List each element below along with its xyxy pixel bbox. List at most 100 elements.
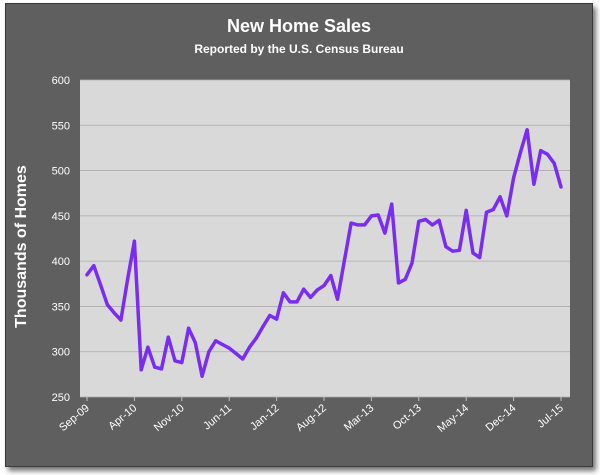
data-point	[457, 248, 462, 252]
data-point	[363, 223, 367, 227]
data-point	[295, 300, 299, 304]
x-tick-label: May-14	[435, 402, 471, 435]
data-point	[511, 176, 516, 180]
data-point	[173, 359, 177, 363]
data-point	[153, 365, 157, 369]
gridlines	[80, 79, 570, 398]
data-point	[98, 283, 103, 287]
y-tick-label: 600	[52, 75, 70, 87]
data-point	[539, 149, 543, 153]
data-point	[417, 219, 421, 223]
data-point	[349, 221, 353, 225]
data-point	[166, 335, 170, 339]
data-point	[356, 223, 360, 227]
y-axis-label: Thousands of Homes	[13, 165, 30, 328]
x-tick-label: Apr-10	[106, 402, 139, 432]
data-point	[112, 311, 116, 315]
data-point	[376, 213, 380, 217]
data-point	[227, 346, 231, 350]
data-point	[186, 326, 191, 330]
x-tick-marks	[86, 397, 562, 401]
y-tick-label: 350	[52, 301, 70, 313]
data-point	[234, 351, 238, 356]
data-point	[119, 318, 123, 322]
x-tick-label: Oct-13	[391, 402, 424, 432]
data-point	[322, 283, 326, 288]
data-point	[247, 345, 252, 349]
x-tick-label: Jun-11	[201, 402, 234, 432]
data-point	[396, 281, 401, 285]
data-point	[390, 202, 394, 206]
data-point	[498, 195, 502, 199]
data-point	[545, 152, 550, 156]
data-point	[180, 360, 184, 365]
data-point	[423, 217, 428, 222]
chart-subtitle: Reported by the U.S. Census Bureau	[194, 42, 404, 56]
data-point	[193, 341, 197, 345]
data-point	[471, 251, 475, 255]
data-point	[342, 259, 346, 263]
x-tick-labels: Sep-09 Apr-10 Nov-10 Jun-11 Jan-12 Aug-12 Mar-…	[57, 402, 566, 435]
x-tick-label: Jul-15	[535, 402, 566, 430]
data-point	[281, 291, 285, 295]
y-tick-label: 550	[52, 120, 70, 132]
data-point	[92, 264, 96, 268]
data-point	[315, 288, 319, 292]
data-point	[220, 342, 225, 347]
y-tick-label: 400	[52, 256, 70, 268]
data-point	[288, 300, 292, 304]
x-tick-label: Sep-09	[57, 402, 92, 434]
data-point	[241, 357, 245, 361]
data-point	[132, 239, 136, 243]
data-point	[518, 150, 522, 155]
data-point	[308, 295, 313, 299]
data-point	[200, 374, 204, 378]
y-tick-label: 300	[52, 347, 70, 359]
x-tick-label: Jan-12	[248, 402, 281, 433]
data-point	[478, 255, 482, 260]
data-point	[105, 303, 109, 307]
y-tick-label: 250	[52, 392, 70, 404]
x-tick-label: Nov-10	[152, 402, 187, 434]
data-point	[559, 185, 563, 189]
x-tick-label: Dec-14	[484, 402, 519, 434]
x-tick-label: Mar-13	[342, 402, 376, 434]
data-points	[85, 128, 563, 378]
data-point	[214, 339, 218, 343]
data-point	[410, 261, 414, 265]
data-point	[302, 287, 306, 291]
data-point	[430, 223, 434, 227]
y-tick-labels: 250 300 350 400 450 500 550 600	[52, 75, 70, 404]
y-tick-label: 500	[52, 166, 70, 178]
data-point	[146, 345, 150, 349]
data-point	[275, 317, 279, 321]
data-point	[335, 297, 340, 301]
data-point	[383, 231, 387, 235]
data-point	[491, 207, 495, 212]
x-tick-label: Aug-12	[294, 402, 329, 434]
data-point	[505, 214, 509, 218]
data-point	[403, 277, 407, 281]
data-point	[85, 273, 89, 277]
data-point	[484, 210, 489, 214]
data-point	[268, 313, 272, 318]
data-point	[254, 336, 258, 340]
y-tick-label: 450	[52, 211, 70, 223]
data-point	[552, 161, 556, 165]
data-point	[437, 218, 441, 222]
data-point	[464, 208, 468, 213]
data-point	[525, 128, 529, 132]
data-point	[329, 274, 333, 278]
data-point	[369, 214, 373, 218]
plot-area	[80, 80, 570, 397]
data-point	[139, 368, 143, 372]
data-point	[261, 324, 265, 328]
data-point	[444, 245, 448, 249]
data-point	[207, 350, 211, 354]
data-point	[532, 182, 536, 186]
chart-title: New Home Sales	[226, 16, 372, 36]
data-point	[451, 249, 455, 253]
data-point	[159, 367, 164, 371]
data-point	[126, 277, 130, 281]
